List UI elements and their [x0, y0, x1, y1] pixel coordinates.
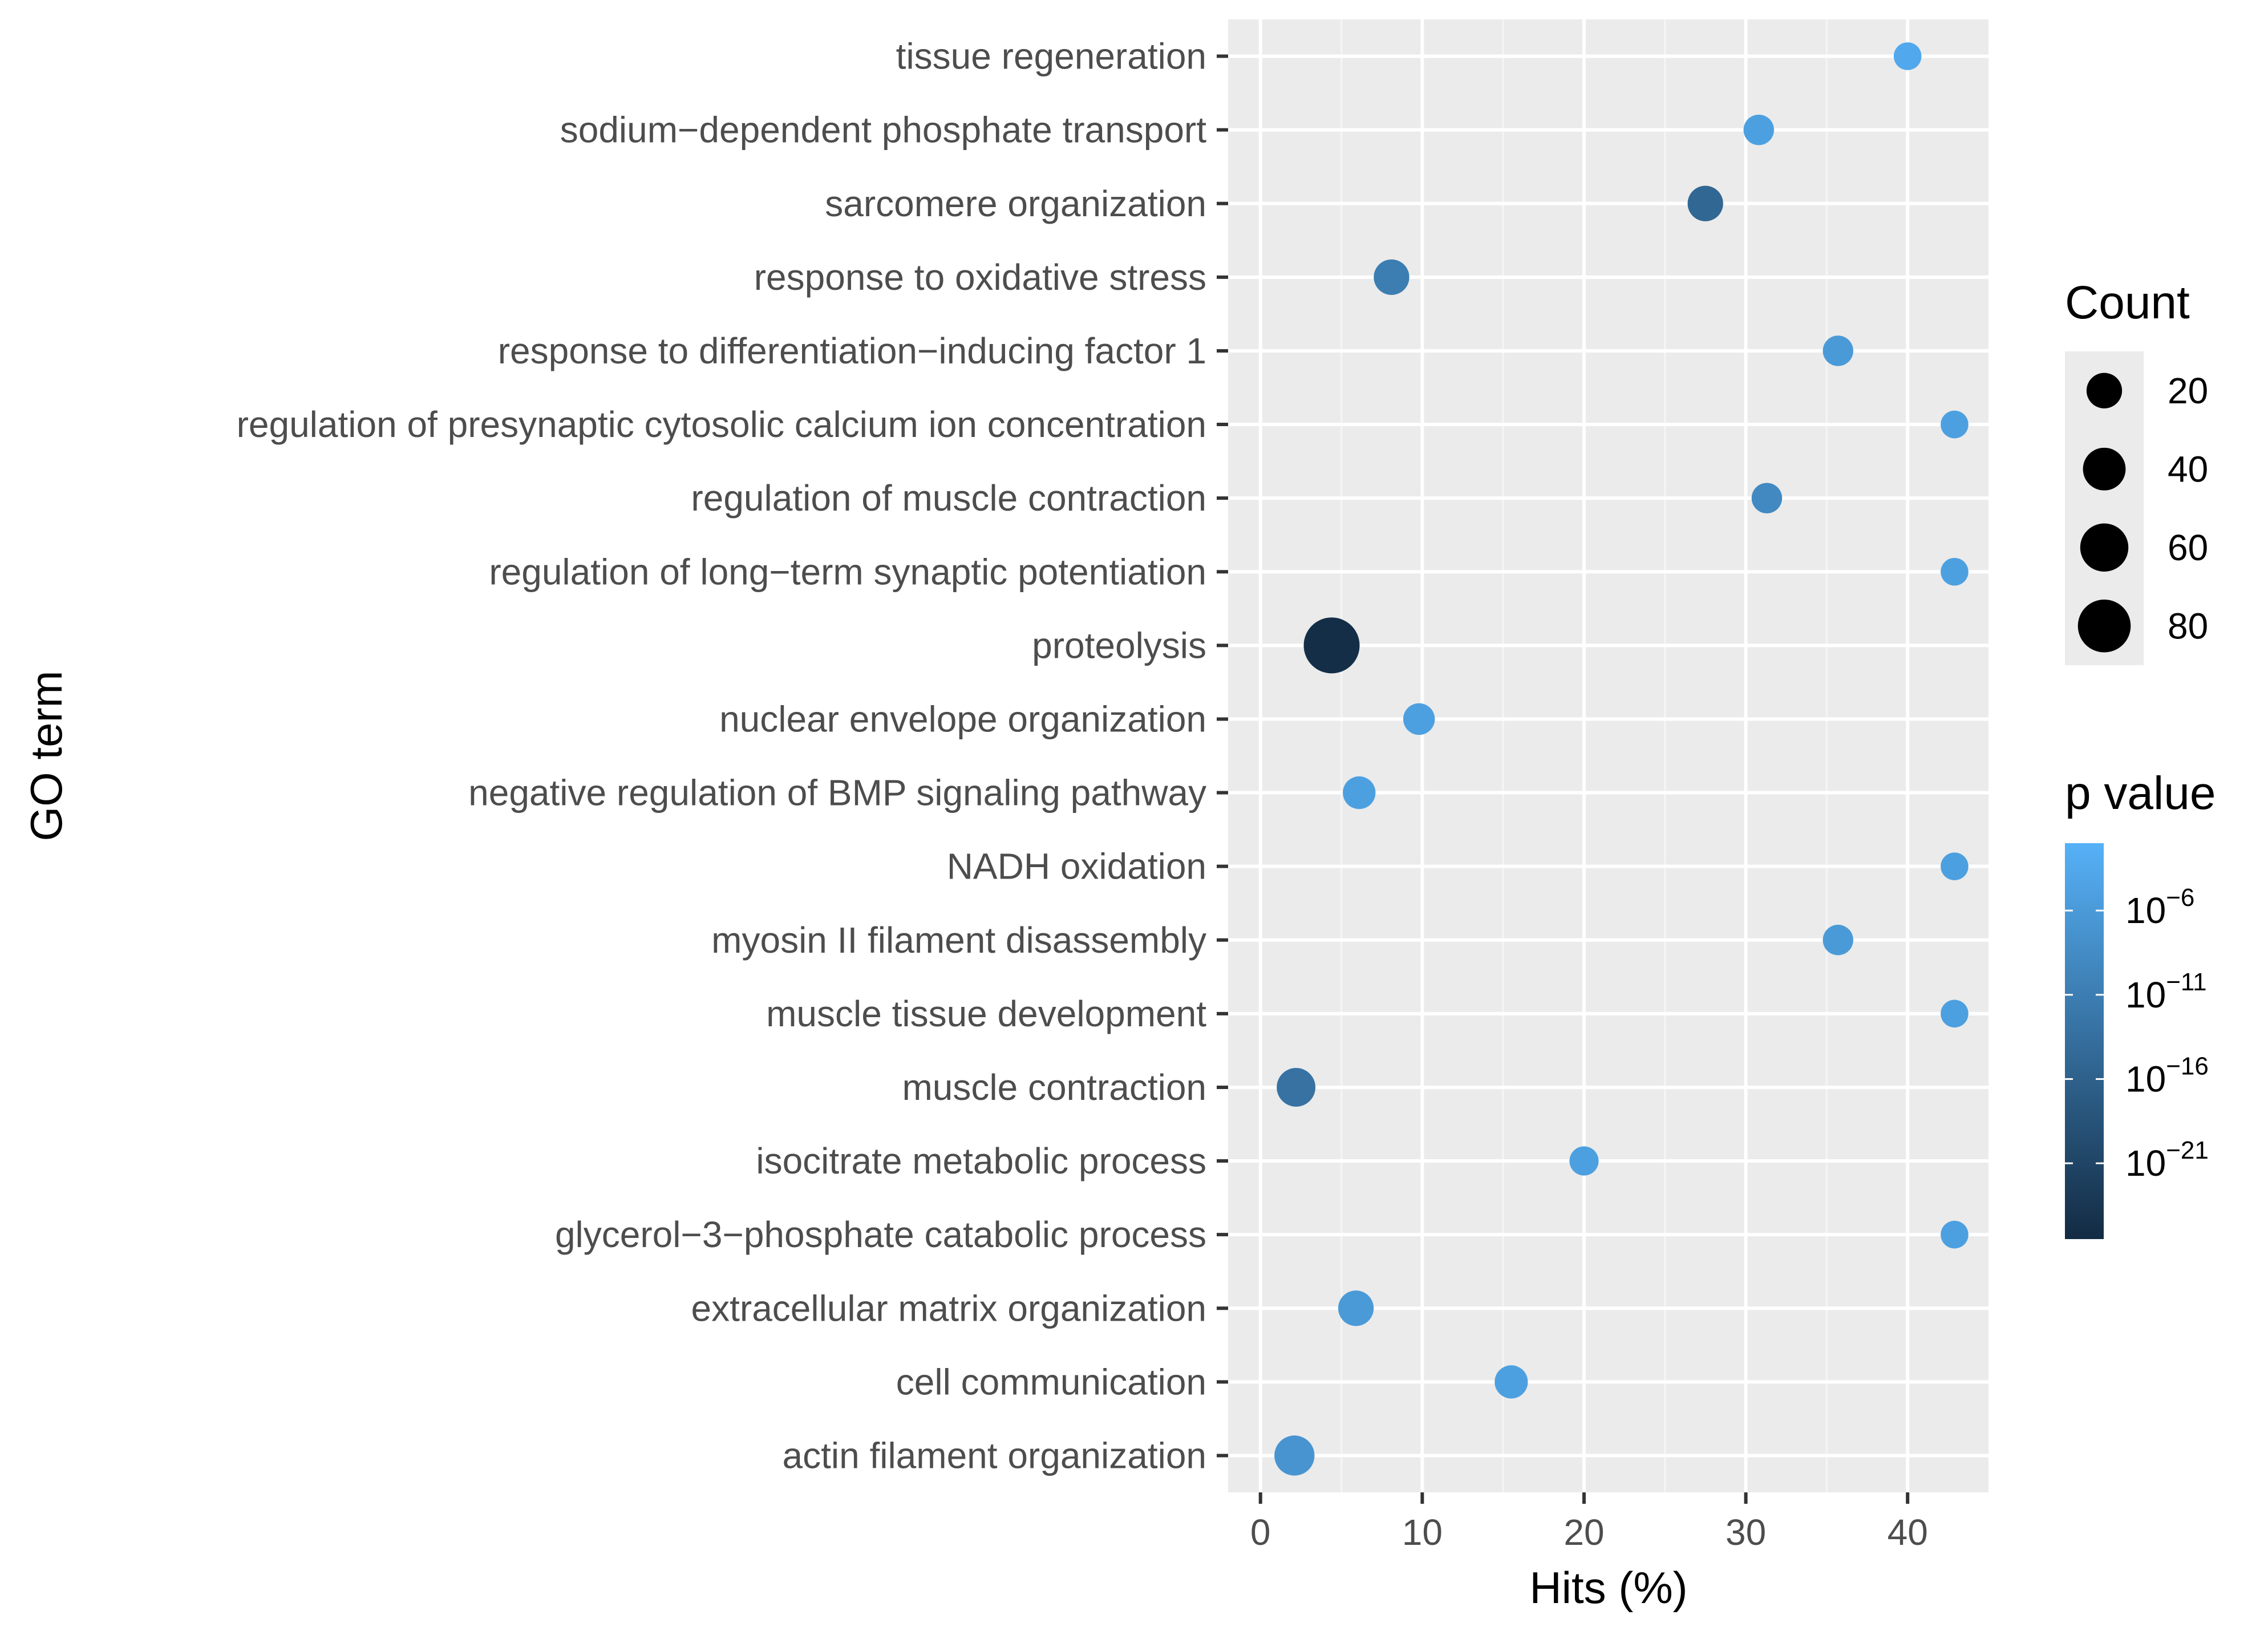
- size-legend-key: [2080, 523, 2129, 572]
- size-legend-label: 60: [2168, 527, 2208, 568]
- data-point: [1338, 1290, 1374, 1326]
- color-legend-bar: [2065, 843, 2104, 1239]
- x-tick-label: 20: [1564, 1512, 1604, 1553]
- data-point: [1941, 999, 1969, 1028]
- data-point: [1893, 42, 1922, 70]
- data-point: [1569, 1146, 1599, 1176]
- y-tick-label: nuclear envelope organization: [719, 698, 1206, 739]
- data-point: [1277, 1068, 1316, 1107]
- size-legend-key: [2077, 599, 2131, 653]
- y-tick-label: response to oxidative stress: [754, 257, 1206, 298]
- y-tick-label: muscle tissue development: [766, 993, 1206, 1034]
- color-legend-label: 10−6: [2125, 884, 2194, 931]
- y-tick-label: regulation of muscle contraction: [691, 477, 1206, 519]
- y-tick-label: NADH oxidation: [947, 846, 1206, 887]
- data-point: [1343, 776, 1376, 810]
- color-legend-label: 10−11: [2125, 968, 2207, 1015]
- y-tick-label: negative regulation of BMP signaling pat…: [468, 772, 1206, 814]
- data-point: [1687, 185, 1723, 221]
- y-tick-label: cell communication: [896, 1361, 1206, 1402]
- data-points: [1274, 42, 1969, 1476]
- data-point: [1822, 335, 1853, 366]
- size-legend-key: [2083, 447, 2126, 491]
- y-tick-label: regulation of presynaptic cytosolic calc…: [237, 404, 1206, 445]
- size-legend-title: Count: [2065, 277, 2190, 329]
- y-tick-label: proteolysis: [1032, 625, 1206, 666]
- data-point: [1303, 617, 1360, 674]
- y-tick-label: actin filament organization: [782, 1435, 1206, 1476]
- y-tick-label: regulation of long−term synaptic potenti…: [489, 551, 1206, 592]
- x-axis-title: Hits (%): [1529, 1563, 1687, 1613]
- data-point: [1941, 1220, 1969, 1249]
- plot-panel: [1228, 19, 1988, 1492]
- y-tick-label: extracellular matrix organization: [691, 1288, 1207, 1329]
- y-tick-label: tissue regeneration: [896, 36, 1206, 77]
- x-tick-label: 0: [1250, 1512, 1271, 1553]
- color-legend-label: 10−21: [2125, 1136, 2209, 1184]
- data-point: [1403, 703, 1435, 735]
- data-point: [1374, 259, 1410, 295]
- data-point: [1941, 852, 1969, 880]
- data-point: [1941, 410, 1969, 439]
- data-point: [1495, 1365, 1528, 1399]
- size-legend-label: 40: [2168, 448, 2208, 489]
- y-axis-title: GO term: [21, 670, 71, 841]
- data-point: [1822, 925, 1853, 956]
- y-tick-label: myosin II filament disassembly: [711, 920, 1206, 961]
- x-tick-label: 30: [1726, 1512, 1766, 1553]
- x-tick-label: 40: [1888, 1512, 1928, 1553]
- x-axis: 0 10 20 30 40: [1250, 1492, 1928, 1553]
- color-legend-label: 10−16: [2125, 1052, 2209, 1099]
- size-legend-label: 20: [2168, 370, 2208, 411]
- y-tick-label: isocitrate metabolic process: [756, 1140, 1206, 1181]
- y-tick-label: response to differentiation−inducing fac…: [498, 330, 1206, 371]
- size-legend-key: [2086, 373, 2123, 408]
- y-tick-label: glycerol−3−phosphate catabolic process: [555, 1214, 1206, 1255]
- data-point: [1751, 483, 1783, 513]
- y-tick-label: muscle contraction: [902, 1067, 1206, 1108]
- y-axis: tissue regeneration sodium−dependent phos…: [237, 36, 1228, 1476]
- data-point: [1743, 114, 1774, 145]
- color-legend-title: p value: [2065, 767, 2216, 819]
- y-tick-label: sodium−dependent phosphate transport: [560, 110, 1207, 151]
- data-point: [1941, 557, 1969, 586]
- grid-lines: [1228, 19, 1988, 1492]
- size-legend: Count 20 40 60 80: [2065, 277, 2208, 665]
- color-legend: p value 10−6 10−11 10−16 10−21: [2065, 767, 2216, 1239]
- x-tick-label: 10: [1402, 1512, 1443, 1553]
- size-legend-label: 80: [2168, 605, 2208, 646]
- data-point: [1274, 1435, 1315, 1476]
- y-tick-label: sarcomere organization: [825, 183, 1206, 224]
